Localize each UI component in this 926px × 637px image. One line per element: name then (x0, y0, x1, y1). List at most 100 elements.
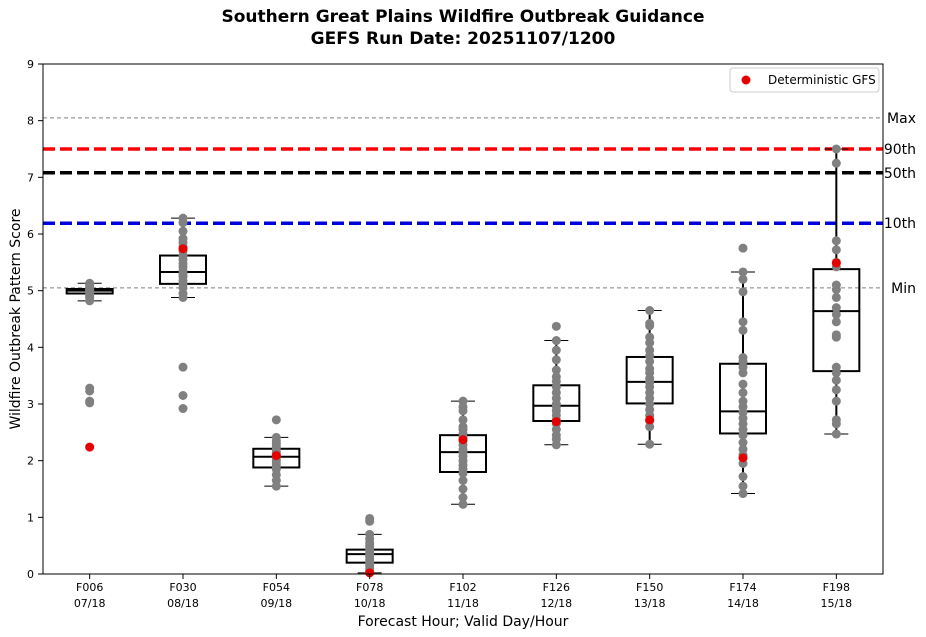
member-point (458, 468, 468, 478)
deterministic-gfs-point (178, 244, 188, 254)
member-point (738, 267, 748, 277)
member-point (831, 396, 841, 406)
deterministic-gfs-point (645, 415, 655, 425)
x-tick-label-valid: 10/18 (354, 597, 386, 610)
reference-label-50th: 50th (884, 166, 916, 182)
member-point (645, 439, 655, 449)
member-point (831, 375, 841, 385)
legend-label: Deterministic GFS (768, 73, 876, 87)
member-point (458, 499, 468, 509)
member-point (645, 306, 655, 315)
x-tick-label-hour: F078 (356, 581, 383, 594)
x-tick-label-valid: 12/18 (540, 597, 572, 610)
member-point (738, 243, 748, 253)
member-point (551, 365, 561, 375)
member-point (831, 245, 841, 255)
member-point (551, 440, 561, 450)
y-tick-label: 6 (27, 228, 34, 241)
y-tick-label: 7 (27, 171, 34, 184)
member-point (178, 404, 188, 414)
reference-label-min: Min (891, 281, 916, 297)
y-tick-label: 0 (27, 568, 34, 581)
member-point (458, 415, 468, 425)
reference-label-10th: 10th (884, 216, 916, 232)
legend: Deterministic GFS (729, 67, 880, 93)
member-point (738, 481, 748, 491)
x-tick-label-hour: F030 (169, 581, 196, 594)
x-tick-label-hour: F174 (729, 581, 756, 594)
x-tick-label-hour: F198 (823, 581, 850, 594)
member-point (831, 368, 841, 378)
x-tick-label-hour: F126 (543, 581, 570, 594)
x-tick-label-valid: 09/18 (260, 597, 292, 610)
y-tick-label: 3 (27, 398, 34, 411)
member-point (738, 430, 748, 440)
member-point (85, 296, 95, 306)
member-point (551, 321, 561, 331)
y-tick-label: 2 (27, 455, 34, 468)
member-point (831, 385, 841, 395)
reference-label-max: Max (887, 111, 916, 127)
member-point (178, 218, 188, 228)
member-point (738, 489, 748, 499)
y-axis-label: Wildfire Outbreak Pattern Score (8, 208, 24, 429)
member-point (831, 309, 841, 319)
deterministic-gfs-point (551, 417, 561, 427)
member-point (645, 357, 655, 366)
member-point (645, 338, 655, 348)
member-point (458, 476, 468, 485)
y-tick-label: 5 (27, 285, 34, 298)
member-point (178, 362, 188, 372)
member-point (831, 419, 841, 429)
member-point (831, 429, 841, 439)
member-point (551, 336, 561, 346)
member-point (831, 285, 841, 295)
member-point (831, 144, 841, 154)
member-point (831, 236, 841, 246)
member-point (85, 398, 95, 408)
legend-marker (741, 75, 751, 85)
member-point (831, 332, 841, 342)
member-point (271, 415, 281, 425)
x-tick-label-hour: F006 (76, 581, 103, 594)
deterministic-gfs-point (85, 442, 95, 452)
x-tick-label-hour: F150 (636, 581, 663, 594)
x-tick-label-valid: 14/18 (727, 597, 759, 610)
deterministic-gfs-point (365, 568, 375, 578)
reference-label-90th: 90th (884, 142, 916, 158)
member-point (551, 345, 561, 355)
member-point (831, 292, 841, 302)
member-point (831, 303, 841, 313)
member-point (738, 287, 748, 297)
member-point (738, 274, 748, 284)
x-tick-label-valid: 15/18 (820, 597, 852, 610)
member-point (738, 379, 748, 389)
member-point (178, 226, 188, 236)
deterministic-gfs-point (458, 435, 468, 445)
x-tick-label-hour: F054 (263, 581, 290, 594)
member-point (271, 481, 281, 491)
member-point (645, 321, 655, 331)
deterministic-gfs-point (831, 258, 841, 268)
member-point (738, 317, 748, 327)
x-tick-label-valid: 13/18 (634, 597, 666, 610)
member-point (738, 438, 748, 448)
x-tick-label-valid: 07/18 (74, 597, 106, 610)
x-axis-label: Forecast Hour; Valid Day/Hour (358, 614, 569, 630)
x-tick-label-valid: 08/18 (167, 597, 199, 610)
member-point (551, 355, 561, 365)
x-tick-label-valid: 11/18 (447, 597, 479, 610)
y-tick-label: 4 (27, 341, 34, 354)
member-point (458, 406, 468, 416)
deterministic-gfs-point (738, 453, 748, 463)
member-point (831, 317, 841, 327)
member-point (178, 292, 188, 302)
y-tick-label: 8 (27, 115, 34, 128)
x-tick-label-hour: F102 (449, 581, 476, 594)
y-tick-label: 9 (27, 58, 34, 71)
member-point (738, 325, 748, 335)
member-point (738, 388, 748, 398)
member-point (458, 493, 468, 502)
y-tick-label: 1 (27, 511, 34, 524)
